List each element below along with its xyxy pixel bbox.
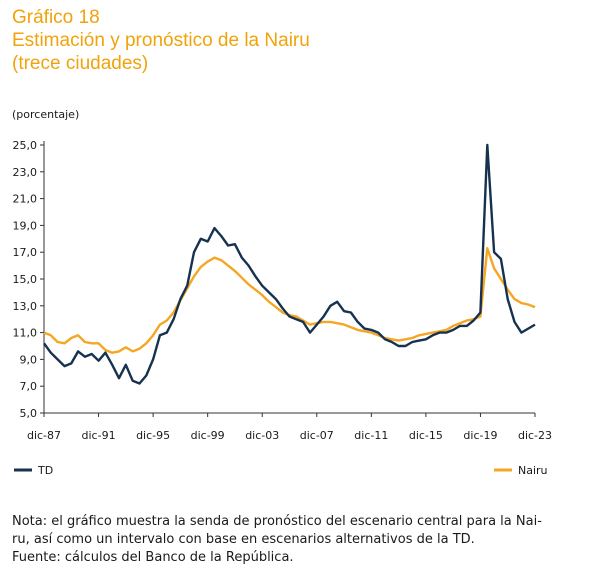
series-line bbox=[43, 247, 536, 354]
y-tick-label: 11,0 bbox=[13, 327, 38, 340]
note: ru, así como un intervalo con base en es… bbox=[12, 532, 475, 547]
y-tick-label: 13,0 bbox=[13, 300, 38, 313]
x-tick-label: dic-03 bbox=[245, 429, 279, 442]
x-tick-label: dic-95 bbox=[136, 429, 170, 442]
y-tick-label: 9,0 bbox=[20, 353, 38, 366]
legend-label: TD bbox=[37, 464, 53, 477]
y-tick-label: 7,0 bbox=[20, 380, 38, 393]
chart-title: Estimación y pronóstico de la Nairu bbox=[12, 30, 310, 51]
series-line bbox=[43, 143, 536, 385]
note: Nota: el gráfico muestra la senda de pro… bbox=[12, 514, 542, 529]
x-tick-label: dic-99 bbox=[191, 429, 225, 442]
y-tick-label: 23,0 bbox=[13, 166, 38, 179]
x-tick-label: dic-07 bbox=[300, 429, 334, 442]
x-tick-label: dic-23 bbox=[518, 429, 552, 442]
y-tick-label: 17,0 bbox=[13, 246, 38, 259]
x-tick-label: dic-15 bbox=[409, 429, 443, 442]
x-tick-label: dic-11 bbox=[354, 429, 388, 442]
x-tick-label: dic-87 bbox=[27, 429, 61, 442]
y-tick-label: 15,0 bbox=[13, 273, 38, 286]
y-tick-label: 5,0 bbox=[20, 407, 38, 420]
chart-title: Gráfico 18 bbox=[12, 7, 100, 28]
x-tick-label: dic-91 bbox=[82, 429, 116, 442]
y-tick-label: 25,0 bbox=[13, 139, 38, 152]
legend-label: Nairu bbox=[518, 464, 548, 477]
y-tick-label: 19,0 bbox=[13, 219, 38, 232]
y-tick-label: 21,0 bbox=[13, 193, 38, 206]
y-axis-label: (porcentaje) bbox=[12, 108, 79, 121]
note: Fuente: cálculos del Banco de la Repúbli… bbox=[12, 550, 294, 565]
chart-title: (trece ciudades) bbox=[12, 53, 148, 74]
x-tick-label: dic-19 bbox=[463, 429, 497, 442]
